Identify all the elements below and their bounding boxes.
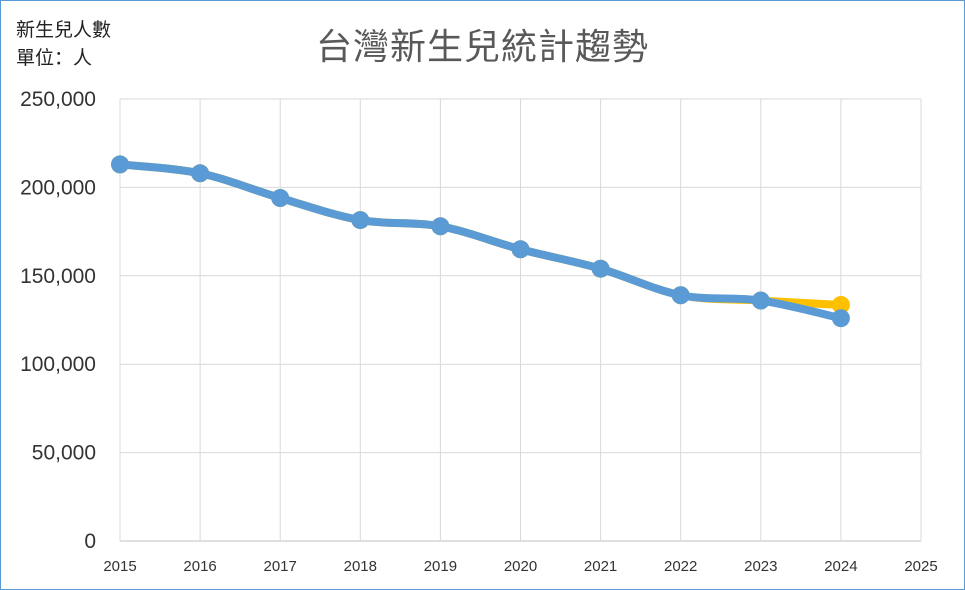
x-tick-label: 2022 <box>664 558 697 575</box>
data-point <box>831 309 850 328</box>
data-point <box>751 291 770 310</box>
x-tick-label: 2019 <box>424 558 457 575</box>
data-point <box>191 164 210 183</box>
series-2 <box>111 155 850 328</box>
data-point <box>511 240 530 259</box>
x-tick-label: 2024 <box>824 558 857 575</box>
x-tick-label: 2018 <box>344 558 377 575</box>
x-tick-label: 2016 <box>183 558 216 575</box>
series-layer <box>111 155 850 328</box>
y-tick-label: 150,000 <box>20 265 96 288</box>
y-tick-label: 50,000 <box>32 442 96 465</box>
x-axis-ticks: 2015 2016 2017 2018 2019 2020 2021 2022 2023 2024… <box>103 558 937 575</box>
series-line <box>116 160 845 323</box>
x-tick-label: 2025 <box>904 558 937 575</box>
gridlines <box>119 98 922 542</box>
data-point <box>591 259 610 278</box>
y-tick-label: 250,000 <box>20 88 96 111</box>
x-tick-label: 2015 <box>103 558 136 575</box>
unit-label: 新生兒人數 單位：人 <box>16 16 111 72</box>
chart-title: 台灣新生兒統計趨勢 <box>315 27 649 68</box>
data-point <box>831 295 850 314</box>
y-axis-ticks: 0 50,000 100,000 150,000 200,000 250,000 <box>20 88 96 553</box>
data-point <box>351 211 370 230</box>
x-tick-label: 2021 <box>584 558 617 575</box>
data-point <box>431 217 450 236</box>
x-tick-label: 2020 <box>504 558 537 575</box>
data-point <box>671 286 690 305</box>
y-tick-label: 200,000 <box>20 176 96 199</box>
data-point <box>271 189 290 208</box>
y-tick-label: 100,000 <box>20 353 96 376</box>
x-tick-label: 2017 <box>264 558 297 575</box>
data-point <box>111 155 129 174</box>
y-tick-label: 0 <box>84 530 96 553</box>
unit-label-line1: 新生兒人數 <box>16 19 112 41</box>
x-tick-label: 2023 <box>744 558 777 575</box>
unit-label-line2: 單位：人 <box>16 47 93 69</box>
